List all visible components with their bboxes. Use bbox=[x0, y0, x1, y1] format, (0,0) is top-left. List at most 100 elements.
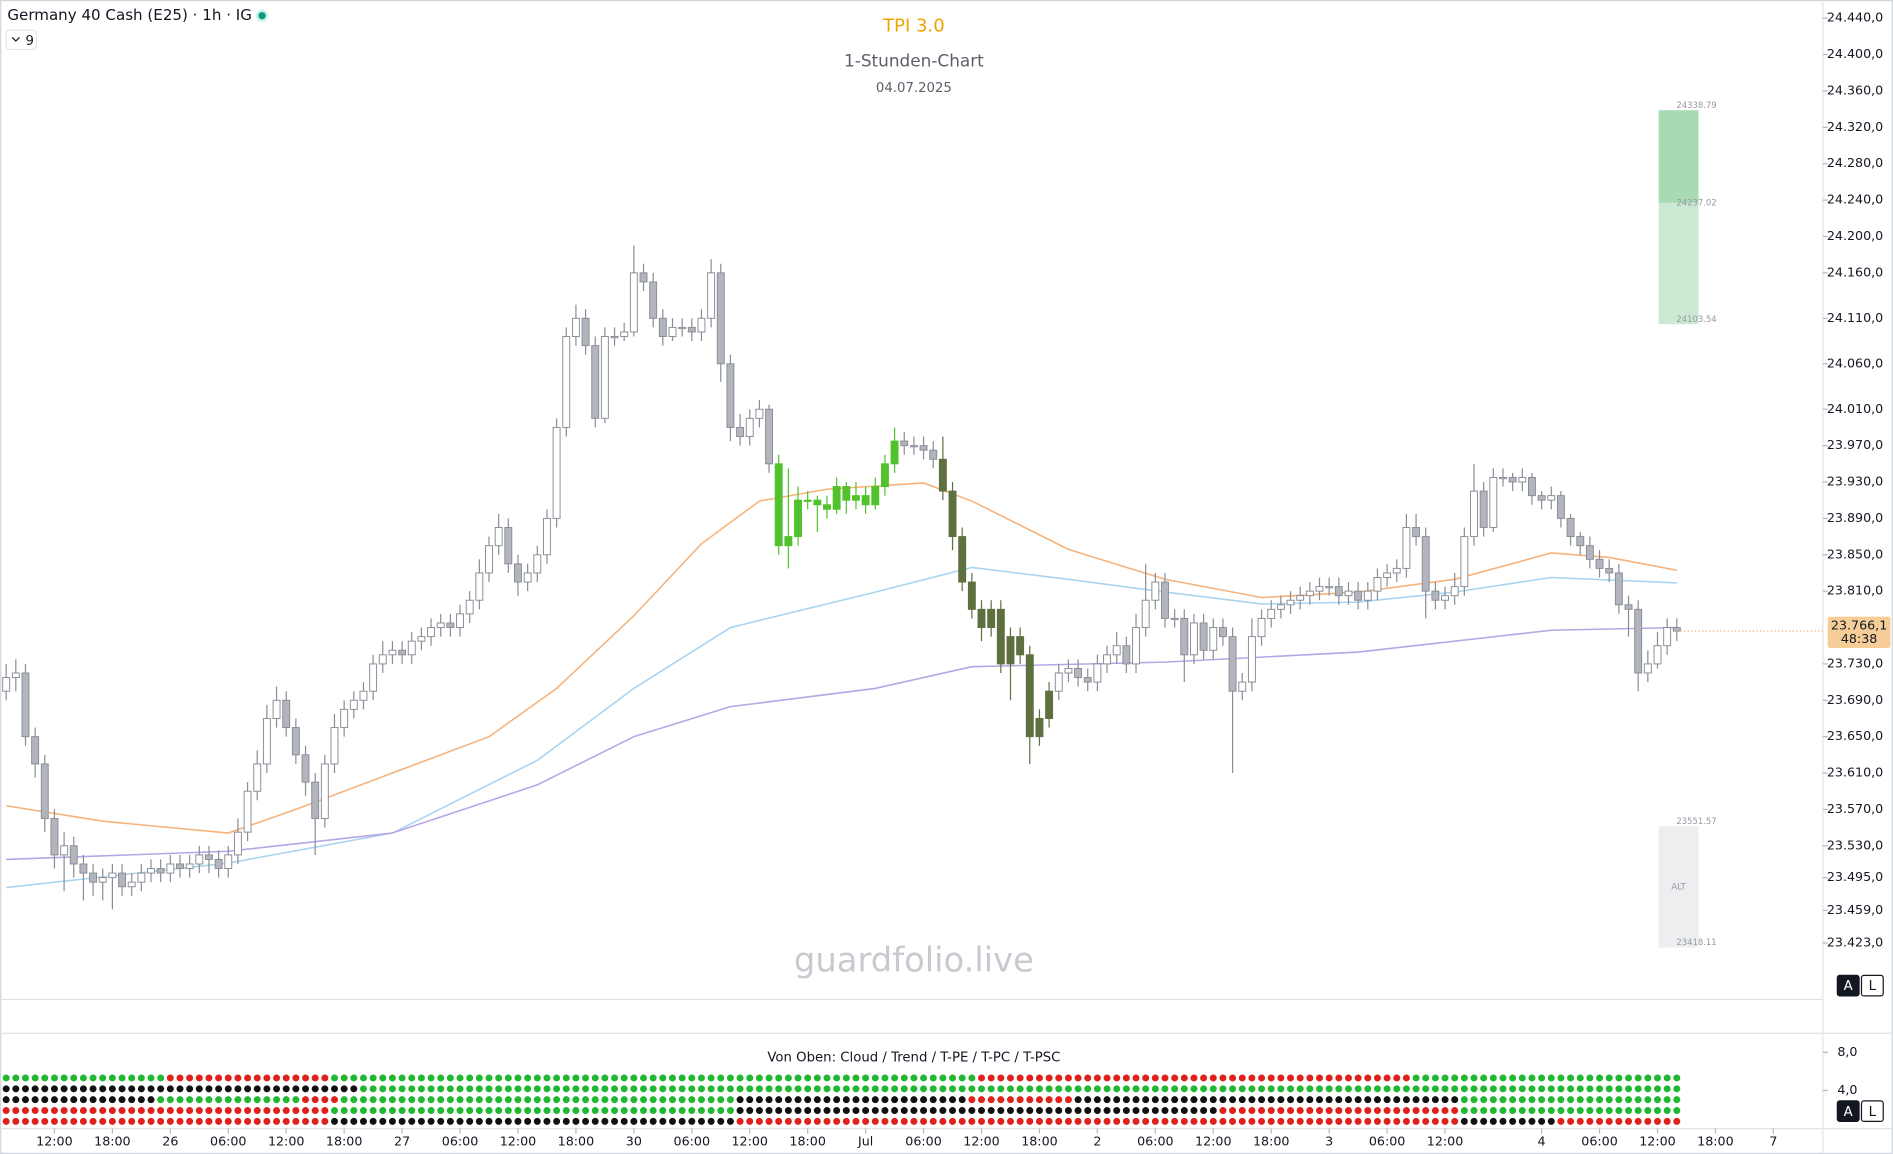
candle-body bbox=[243, 790, 252, 833]
signal-dot bbox=[253, 1074, 261, 1082]
indicator-toggle[interactable] bbox=[5, 29, 37, 51]
indicator-count[interactable]: 9 bbox=[25, 34, 33, 49]
signal-dot bbox=[50, 1096, 58, 1104]
candle-body bbox=[320, 763, 329, 819]
signal-dot bbox=[833, 1117, 841, 1125]
signal-dot bbox=[668, 1107, 676, 1115]
scale-button[interactable] bbox=[1860, 1100, 1884, 1123]
signal-dot bbox=[31, 1117, 39, 1125]
signal-dot bbox=[1315, 1085, 1323, 1093]
signal-dot bbox=[41, 1096, 49, 1104]
signal-dot bbox=[794, 1107, 802, 1115]
signal-dot bbox=[1344, 1107, 1352, 1115]
candle-body bbox=[542, 517, 551, 556]
signal-dot bbox=[659, 1085, 667, 1093]
signal-dot bbox=[784, 1085, 792, 1093]
signal-dot bbox=[427, 1074, 435, 1082]
signal-dot bbox=[1451, 1117, 1459, 1125]
scale-button[interactable] bbox=[1836, 1100, 1860, 1123]
signal-dot bbox=[1142, 1074, 1150, 1082]
signal-dot bbox=[427, 1107, 435, 1115]
candle-body bbox=[1383, 572, 1392, 578]
candle-body bbox=[108, 872, 117, 879]
signal-dot bbox=[398, 1085, 406, 1093]
signal-dot bbox=[775, 1074, 783, 1082]
signal-dot bbox=[350, 1074, 358, 1082]
signal-dot bbox=[1412, 1117, 1420, 1125]
signal-dot bbox=[340, 1117, 348, 1125]
signal-dot bbox=[1132, 1096, 1140, 1104]
signal-dot bbox=[736, 1096, 744, 1104]
candle-body bbox=[137, 872, 146, 883]
signal-dot bbox=[1393, 1096, 1401, 1104]
scale-button-label[interactable]: L bbox=[1869, 1105, 1877, 1120]
scale-button-label[interactable]: A bbox=[1844, 1105, 1853, 1120]
signal-dot bbox=[1460, 1107, 1468, 1115]
signal-dot bbox=[157, 1096, 165, 1104]
signal-dot bbox=[1200, 1117, 1208, 1125]
signal-dot bbox=[475, 1117, 483, 1125]
signal-dot bbox=[678, 1107, 686, 1115]
signal-dot bbox=[1644, 1107, 1652, 1115]
signal-dot bbox=[369, 1074, 377, 1082]
candle-body bbox=[1537, 495, 1546, 501]
signal-dot bbox=[939, 1117, 947, 1125]
signal-dot bbox=[1229, 1085, 1237, 1093]
signal-dot bbox=[717, 1074, 725, 1082]
candle-body bbox=[1199, 622, 1208, 651]
candle-body bbox=[1508, 476, 1517, 483]
signal-dot bbox=[553, 1074, 561, 1082]
signal-dot bbox=[1615, 1074, 1623, 1082]
scale-button[interactable] bbox=[1860, 974, 1884, 997]
signal-dot bbox=[388, 1074, 396, 1082]
panel-tick-label: 8,0 bbox=[1837, 1044, 1857, 1059]
signal-dot bbox=[157, 1074, 165, 1082]
signal-dot bbox=[1625, 1085, 1633, 1093]
signal-dot bbox=[282, 1085, 290, 1093]
signal-dot bbox=[794, 1074, 802, 1082]
signal-run bbox=[1074, 1096, 1459, 1104]
signal-dot bbox=[369, 1117, 377, 1125]
y-tick-label: 23.890,0 bbox=[1827, 510, 1883, 525]
candle-body bbox=[900, 440, 909, 447]
signal-dot bbox=[910, 1085, 918, 1093]
signal-dot bbox=[12, 1107, 20, 1115]
signal-dot bbox=[408, 1074, 416, 1082]
zone-label: ALT bbox=[1671, 881, 1686, 891]
signal-dot bbox=[553, 1107, 561, 1115]
signal-dot bbox=[659, 1096, 667, 1104]
signal-dot bbox=[176, 1107, 184, 1115]
signal-dot bbox=[1576, 1096, 1584, 1104]
x-tick-label: 06:00 bbox=[1369, 1133, 1405, 1148]
signal-dot bbox=[939, 1085, 947, 1093]
signal-dot bbox=[118, 1107, 126, 1115]
signal-dot bbox=[89, 1107, 97, 1115]
signal-dot bbox=[514, 1107, 522, 1115]
signal-dot bbox=[1441, 1074, 1449, 1082]
signal-dot bbox=[427, 1085, 435, 1093]
signal-run bbox=[2, 1096, 155, 1104]
scale-button[interactable] bbox=[1836, 974, 1860, 997]
signal-dot bbox=[1663, 1085, 1671, 1093]
signal-dot bbox=[311, 1085, 319, 1093]
moving-average bbox=[6, 566, 1677, 889]
signal-dot bbox=[978, 1117, 986, 1125]
signal-run bbox=[359, 1085, 1681, 1093]
signal-dot bbox=[70, 1096, 78, 1104]
candle-body bbox=[1054, 672, 1063, 692]
last-price-label: 23.766,1 bbox=[1831, 618, 1887, 633]
signal-dot bbox=[417, 1107, 425, 1115]
candle-body bbox=[1151, 581, 1160, 601]
signal-dot bbox=[60, 1074, 68, 1082]
scale-button-label[interactable]: A bbox=[1844, 979, 1853, 994]
signal-dot bbox=[891, 1074, 899, 1082]
scale-button-label[interactable]: L bbox=[1869, 979, 1877, 994]
signal-dot bbox=[678, 1117, 686, 1125]
signal-dot bbox=[234, 1096, 242, 1104]
signal-dot bbox=[1373, 1107, 1381, 1115]
signal-dot bbox=[99, 1096, 107, 1104]
signal-dot bbox=[99, 1107, 107, 1115]
signal-dot bbox=[1064, 1074, 1072, 1082]
signal-dot bbox=[31, 1085, 39, 1093]
signal-dot bbox=[379, 1074, 387, 1082]
